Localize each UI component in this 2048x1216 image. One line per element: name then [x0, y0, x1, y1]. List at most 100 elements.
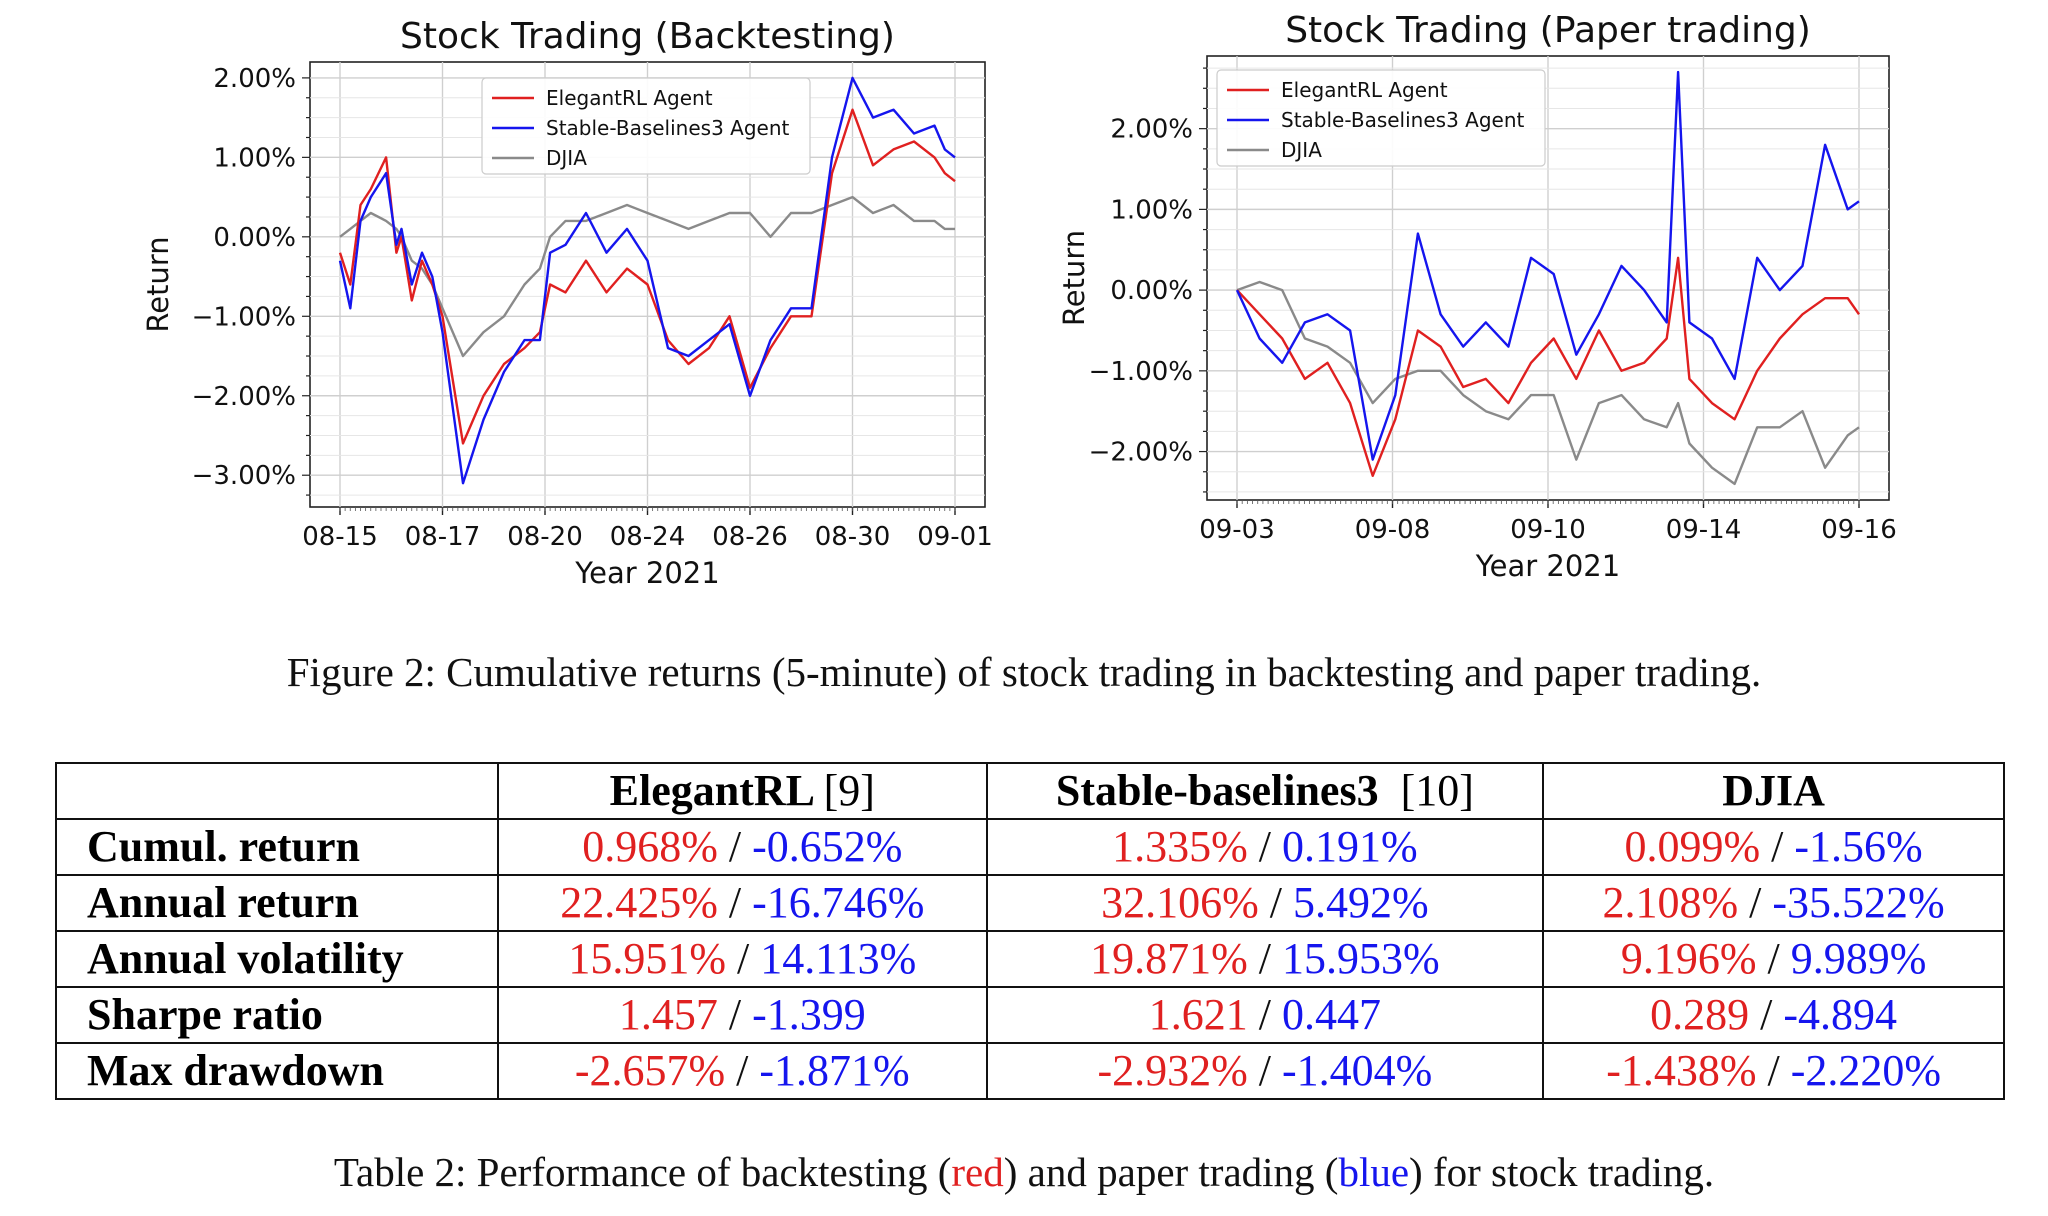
table-caption: Table 2: Performance of backtesting (red…	[0, 1148, 2048, 1196]
paper-value: -16.746%	[752, 878, 925, 927]
backtest-value: 15.951%	[568, 934, 726, 983]
series-line-elegantrl	[1236, 256, 1860, 477]
legend-label: Stable-Baselines3 Agent	[1281, 108, 1525, 132]
results-table: ElegantRL [9] Stable-baselines3 [10] DJI…	[55, 762, 2005, 1100]
y-tick-label: 1.00%	[1110, 195, 1193, 225]
value-separator: /	[1258, 878, 1294, 927]
y-tick-label: 0.00%	[213, 223, 296, 253]
value-separator: /	[1247, 822, 1283, 871]
paper-value: -4.894	[1783, 990, 1898, 1039]
paper-value: -2.220%	[1790, 1046, 1942, 1095]
paper-value: 5.492%	[1293, 878, 1429, 927]
paper-value: -35.522%	[1772, 878, 1945, 927]
table-cell: 1.457 / -1.399	[497, 986, 988, 1044]
backtest-value: 1.621	[1148, 990, 1248, 1039]
header-elegantrl-ref: [9]	[823, 766, 875, 815]
table-caption-mid: ) and paper trading (	[1003, 1149, 1339, 1195]
header-elegantrl-name: ElegantRL	[609, 766, 813, 815]
paper-value: -1.871%	[759, 1046, 910, 1095]
x-tick-label: 08-24	[610, 522, 686, 552]
table-caption-post: ) for stock trading.	[1409, 1149, 1715, 1195]
row-label: Max drawdown	[55, 1042, 499, 1100]
y-tick-label: −3.00%	[192, 461, 296, 491]
value-separator: /	[717, 990, 753, 1039]
paper-trading-chart: 09-03 09-08 09-10 09-14 09-16 −2.00% −1.00% 0.0…	[1024, 0, 2048, 600]
table-cell: 1.335% / 0.191%	[985, 818, 1545, 876]
table-cell: 15.951% / 14.113%	[497, 930, 988, 988]
table-caption-blue: blue	[1338, 1149, 1410, 1195]
legend-box	[481, 77, 811, 175]
series-line-djia	[1236, 280, 1860, 486]
table-cell: -1.438% / -2.220%	[1542, 1042, 2005, 1100]
y-tick-label: −1.00%	[1089, 357, 1193, 387]
backtesting-chart-svg: 08-15 08-17 08-20 08-24 08-26 08-30 09-01 −3.00…	[141, 16, 993, 590]
backtest-value: -2.932%	[1097, 1046, 1248, 1095]
table-cell: 9.196% / 9.989%	[1542, 930, 2005, 988]
y-axis-label: Return	[141, 236, 175, 332]
x-tick-label: 08-26	[712, 522, 788, 552]
value-separator: /	[725, 934, 761, 983]
legend-label: DJIA	[1281, 138, 1322, 162]
paper-value: 14.113%	[760, 934, 917, 983]
backtest-value: 32.106%	[1101, 878, 1259, 927]
row-label: Annual volatility	[55, 930, 499, 988]
table-body: Cumul. return 0.968% / -0.652% 1.335% / 0.…	[55, 818, 2005, 1100]
row-label: Annual return	[55, 874, 499, 932]
header-sb3-name: Stable-baselines3	[1055, 766, 1379, 815]
row-label: Sharpe ratio	[55, 986, 499, 1044]
paper-value: -0.652%	[752, 822, 903, 871]
x-tick-label: 08-17	[405, 522, 481, 552]
legend-label: DJIA	[546, 146, 587, 170]
value-separator: /	[1247, 934, 1283, 983]
value-separator: /	[725, 1046, 760, 1095]
chart-title: Stock Trading (Paper trading)	[1285, 10, 1811, 51]
legend-label: ElegantRL Agent	[1281, 78, 1448, 102]
table-row: Max drawdown -2.657% / -1.871% -2.932% / -…	[55, 1042, 2005, 1100]
chart-title: Stock Trading (Backtesting)	[400, 16, 895, 57]
table-cell: 32.106% / 5.492%	[985, 874, 1545, 932]
y-tick-label: −2.00%	[1089, 438, 1193, 468]
x-tick-label: 08-15	[302, 522, 378, 552]
value-separator: /	[717, 822, 753, 871]
header-elegantrl: ElegantRL [9]	[497, 762, 988, 820]
y-tick-label: 2.00%	[1110, 115, 1193, 145]
value-separator: /	[1247, 990, 1283, 1039]
table-row: Cumul. return 0.968% / -0.652% 1.335% / 0.…	[55, 818, 2005, 876]
value-separator: /	[1760, 822, 1795, 871]
header-djia: DJIA	[1542, 762, 2005, 820]
x-tick-label: 09-03	[1199, 515, 1275, 545]
value-separator: /	[717, 878, 753, 927]
value-separator: /	[1247, 1046, 1283, 1095]
y-tick-label: −2.00%	[192, 382, 296, 412]
value-separator: /	[1756, 1046, 1791, 1095]
x-tick-label: 08-30	[815, 522, 891, 552]
table-cell: 0.099% / -1.56%	[1542, 818, 2005, 876]
row-label: Cumul. return	[55, 818, 499, 876]
header-sb3-ref: [10]	[1400, 766, 1474, 815]
backtest-value: 1.335%	[1112, 822, 1248, 871]
legend-label: ElegantRL Agent	[546, 86, 713, 110]
paper-value: -1.56%	[1794, 822, 1923, 871]
legend-box	[1216, 69, 1546, 167]
series-line-sb3	[338, 76, 956, 485]
paper-value: 0.447	[1282, 990, 1382, 1039]
table-row: Annual return 22.425% / -16.746% 32.106% /…	[55, 874, 2005, 932]
figure-caption: Figure 2: Cumulative returns (5-minute) …	[286, 649, 1762, 695]
y-tick-label: 0.00%	[1110, 276, 1193, 306]
y-tick-label: −1.00%	[192, 302, 296, 332]
x-tick-label: 09-10	[1510, 515, 1586, 545]
legend-label: Stable-Baselines3 Agent	[546, 116, 790, 140]
backtest-value: 1.457	[618, 990, 718, 1039]
backtest-value: 0.099%	[1624, 822, 1761, 871]
paper-value: 9.989%	[1790, 934, 1927, 983]
table-cell: 1.621 / 0.447	[985, 986, 1545, 1044]
x-axis-label: Year 2021	[1475, 549, 1620, 583]
paper-value: 15.953%	[1282, 934, 1440, 983]
paper-value: -1.399	[752, 990, 866, 1039]
header-sb3: Stable-baselines3 [10]	[985, 762, 1545, 820]
x-tick-label: 09-01	[917, 522, 993, 552]
y-tick-label: 1.00%	[213, 143, 296, 173]
value-separator: /	[1738, 878, 1773, 927]
backtest-value: 0.289	[1650, 990, 1750, 1039]
table-cell: 2.108% / -35.522%	[1542, 874, 2005, 932]
